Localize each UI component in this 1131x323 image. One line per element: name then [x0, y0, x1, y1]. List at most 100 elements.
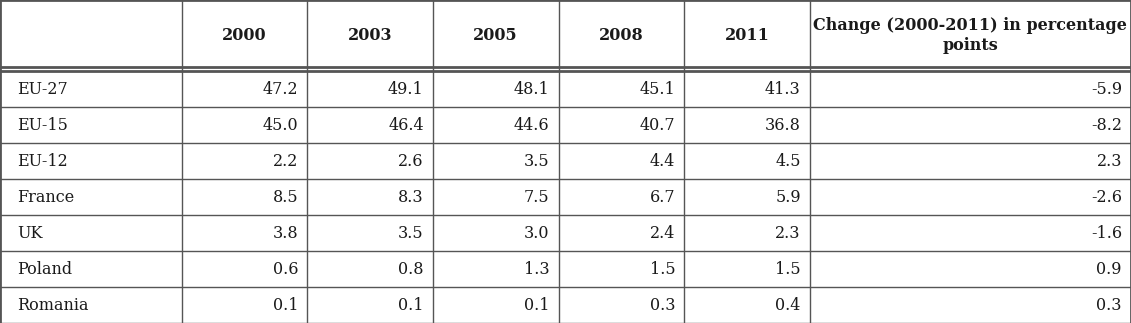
- Bar: [559, 287, 684, 323]
- Bar: [433, 251, 559, 287]
- Text: 4.5: 4.5: [776, 152, 801, 170]
- Text: 7.5: 7.5: [524, 189, 550, 205]
- Text: UK: UK: [17, 224, 43, 242]
- Bar: [433, 107, 559, 143]
- Bar: [181, 71, 308, 107]
- Bar: [181, 0, 308, 71]
- Bar: [0, 251, 181, 287]
- Text: 48.1: 48.1: [513, 80, 550, 98]
- Bar: [308, 179, 433, 215]
- Bar: [308, 0, 433, 71]
- Text: 3.0: 3.0: [524, 224, 550, 242]
- Text: 4.4: 4.4: [650, 152, 675, 170]
- Text: 2000: 2000: [222, 27, 267, 44]
- Text: 0.9: 0.9: [1096, 261, 1122, 277]
- Bar: [433, 179, 559, 215]
- Bar: [684, 179, 810, 215]
- Bar: [559, 179, 684, 215]
- Text: -8.2: -8.2: [1091, 117, 1122, 133]
- Text: 1.3: 1.3: [524, 261, 550, 277]
- Bar: [0, 0, 181, 71]
- Text: Romania: Romania: [17, 297, 88, 314]
- Bar: [181, 251, 308, 287]
- Bar: [181, 287, 308, 323]
- Text: 45.0: 45.0: [262, 117, 299, 133]
- Bar: [684, 71, 810, 107]
- Bar: [810, 215, 1131, 251]
- Text: 2.6: 2.6: [398, 152, 424, 170]
- Bar: [810, 0, 1131, 71]
- Text: -1.6: -1.6: [1090, 224, 1122, 242]
- Text: Poland: Poland: [17, 261, 72, 277]
- Bar: [559, 0, 684, 71]
- Text: 0.4: 0.4: [776, 297, 801, 314]
- Text: 3.5: 3.5: [524, 152, 550, 170]
- Bar: [559, 107, 684, 143]
- Bar: [433, 71, 559, 107]
- Text: 40.7: 40.7: [639, 117, 675, 133]
- Bar: [684, 251, 810, 287]
- Text: 36.8: 36.8: [765, 117, 801, 133]
- Bar: [559, 71, 684, 107]
- Text: 49.1: 49.1: [388, 80, 424, 98]
- Bar: [0, 215, 181, 251]
- Bar: [684, 0, 810, 71]
- Bar: [0, 143, 181, 179]
- Text: EU-12: EU-12: [17, 152, 68, 170]
- Text: 1.5: 1.5: [649, 261, 675, 277]
- Bar: [181, 215, 308, 251]
- Text: -2.6: -2.6: [1091, 189, 1122, 205]
- Text: 47.2: 47.2: [262, 80, 299, 98]
- Bar: [181, 107, 308, 143]
- Bar: [0, 287, 181, 323]
- Text: EU-15: EU-15: [17, 117, 68, 133]
- Text: 2.2: 2.2: [273, 152, 299, 170]
- Bar: [433, 287, 559, 323]
- Bar: [810, 251, 1131, 287]
- Bar: [308, 107, 433, 143]
- Bar: [810, 287, 1131, 323]
- Bar: [433, 143, 559, 179]
- Text: 0.1: 0.1: [524, 297, 550, 314]
- Text: 0.1: 0.1: [398, 297, 424, 314]
- Text: Change (2000-2011) in percentage
points: Change (2000-2011) in percentage points: [813, 17, 1128, 54]
- Text: 1.5: 1.5: [775, 261, 801, 277]
- Text: 2.4: 2.4: [650, 224, 675, 242]
- Bar: [181, 143, 308, 179]
- Text: 8.5: 8.5: [273, 189, 299, 205]
- Bar: [559, 251, 684, 287]
- Bar: [181, 179, 308, 215]
- Text: 0.8: 0.8: [398, 261, 424, 277]
- Text: 0.1: 0.1: [273, 297, 299, 314]
- Text: 2008: 2008: [599, 27, 644, 44]
- Bar: [433, 0, 559, 71]
- Text: 3.5: 3.5: [398, 224, 424, 242]
- Bar: [810, 71, 1131, 107]
- Text: 8.3: 8.3: [398, 189, 424, 205]
- Bar: [810, 179, 1131, 215]
- Text: -5.9: -5.9: [1090, 80, 1122, 98]
- Text: 3.8: 3.8: [273, 224, 299, 242]
- Bar: [559, 215, 684, 251]
- Bar: [684, 287, 810, 323]
- Text: 2.3: 2.3: [776, 224, 801, 242]
- Bar: [308, 287, 433, 323]
- Bar: [0, 179, 181, 215]
- Text: 0.3: 0.3: [1096, 297, 1122, 314]
- Text: EU-27: EU-27: [17, 80, 68, 98]
- Bar: [308, 71, 433, 107]
- Bar: [308, 215, 433, 251]
- Bar: [684, 107, 810, 143]
- Text: 2003: 2003: [347, 27, 392, 44]
- Bar: [0, 107, 181, 143]
- Text: 6.7: 6.7: [649, 189, 675, 205]
- Bar: [559, 143, 684, 179]
- Text: France: France: [17, 189, 75, 205]
- Bar: [433, 215, 559, 251]
- Bar: [308, 143, 433, 179]
- Text: 2.3: 2.3: [1096, 152, 1122, 170]
- Text: 44.6: 44.6: [513, 117, 550, 133]
- Bar: [810, 143, 1131, 179]
- Text: 41.3: 41.3: [765, 80, 801, 98]
- Bar: [308, 251, 433, 287]
